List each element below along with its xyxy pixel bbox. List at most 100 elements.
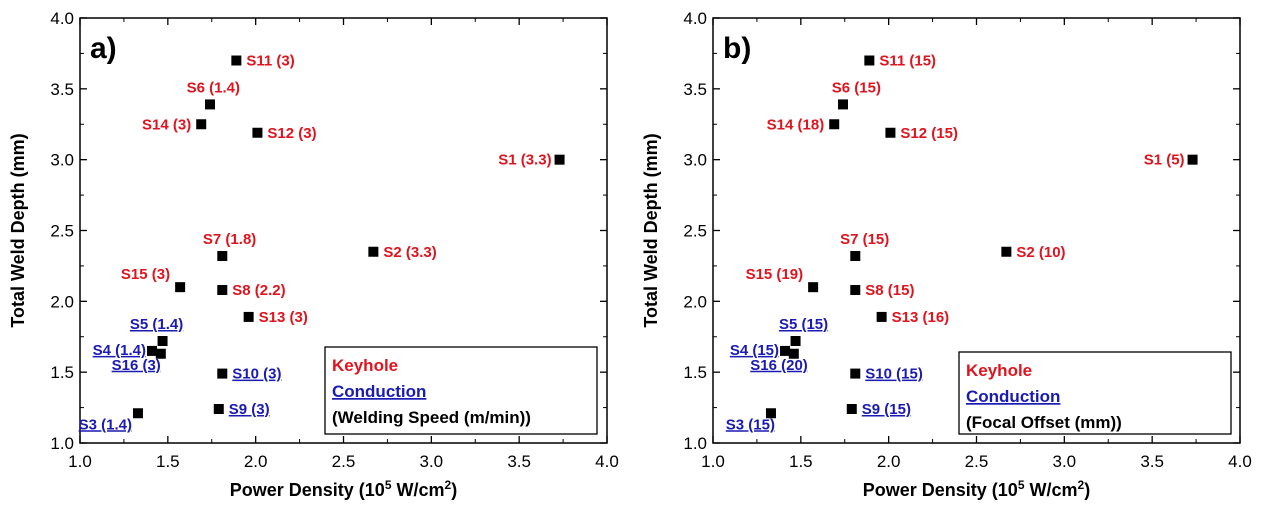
data-point-label: S15 (3) [121, 266, 170, 283]
x-axis-title-part: ) [451, 480, 457, 500]
data-point-marker [850, 251, 861, 261]
legend-conduction: Conduction [332, 382, 426, 401]
data-point-label: S7 (1.8) [203, 231, 256, 248]
data-point-marker [368, 246, 379, 257]
x-tick-label: 2.0 [244, 452, 268, 471]
x-axis-title: Power Density (105 W/cm2) [230, 478, 457, 500]
data-point-label: S5 (1.4) [130, 316, 183, 333]
data-point-label: S8 (15) [865, 282, 914, 299]
data-point-label: S12 (15) [900, 125, 958, 142]
data-point-marker [175, 282, 186, 293]
y-tick-label: 2.0 [683, 292, 707, 311]
data-point-marker [780, 345, 791, 356]
chart-panel-b: 1.0 1.5 2.0 2.5 3.0 3.5 4.0 1.0 1.5 2.0 2.5 3.0 3.5 4… [641, 9, 1252, 500]
x-axis-title-part: W/cm [1025, 480, 1078, 500]
data-point-label: S11 (3) [246, 53, 294, 70]
data-point-label: S6 (1.4) [187, 79, 240, 96]
legend-box [958, 351, 1232, 435]
panel-label: a) [90, 32, 117, 65]
x-tick-label: 1.5 [789, 452, 813, 471]
y-axis-title: Total Weld Depth (mm) [641, 133, 661, 327]
data-point-marker [157, 336, 168, 346]
data-point-marker [876, 311, 887, 322]
data-point-label: S10 (3) [232, 366, 281, 383]
data-point-marker [850, 285, 861, 295]
data-point-label: S13 (3) [259, 309, 308, 326]
data-point-label: S15 (19) [746, 266, 804, 283]
y-tick-label: 3.5 [683, 80, 707, 99]
x-axis-title-part: 5 [385, 478, 392, 492]
data-point-marker [788, 348, 799, 359]
y-tick-label: 2.0 [50, 292, 74, 311]
x-tick-label: 1.0 [701, 452, 725, 471]
data-point-marker [213, 404, 224, 414]
data-point-marker [1001, 246, 1012, 257]
data-point-marker [196, 119, 207, 130]
data-point-marker [554, 154, 565, 165]
data-point-label: S9 (3) [229, 401, 270, 418]
x-axis-title-part: Power Density (10 [863, 480, 1018, 500]
y-tick-label: 2.5 [683, 222, 707, 241]
data-point-label: S16 (20) [750, 357, 808, 374]
legend-keyhole: Keyhole [332, 356, 398, 375]
data-point-marker [846, 404, 857, 414]
data-point-marker [837, 99, 848, 110]
data-point-marker [217, 251, 228, 261]
data-point-label: S6 (15) [832, 79, 881, 96]
x-axis-title-part: 2 [445, 478, 452, 492]
y-tick-label: 1.5 [50, 363, 74, 382]
legend-note: (Focal Offset (mm)) [966, 413, 1122, 432]
data-point-marker [204, 99, 215, 110]
data-point-label: S3 (1.4) [79, 416, 132, 433]
legend-keyhole: Keyhole [966, 361, 1032, 380]
y-tick-label: 1.0 [50, 434, 74, 453]
x-axis-title: Power Density (105 W/cm2) [863, 478, 1090, 500]
data-point-marker [243, 311, 254, 322]
data-point-label: S4 (15) [730, 342, 779, 359]
data-point-marker [808, 282, 819, 293]
x-axis-title-part: Power Density (10 [230, 480, 385, 500]
data-point-label: S12 (3) [267, 125, 316, 142]
x-tick-label: 4.0 [595, 452, 619, 471]
x-axis-title-part: 2 [1078, 478, 1085, 492]
x-tick-label: 1.5 [156, 452, 180, 471]
y-tick-label: 3.0 [50, 151, 74, 170]
panel-label: b) [723, 32, 751, 65]
data-point-marker [790, 336, 801, 346]
y-axis-title: Total Weld Depth (mm) [8, 133, 28, 327]
data-point-marker [885, 127, 896, 138]
data-point-marker [829, 119, 840, 130]
x-axis-title-part: ) [1084, 480, 1090, 500]
x-tick-label: 3.5 [507, 452, 531, 471]
y-tick-label: 4.0 [50, 9, 74, 28]
data-point-label: S14 (18) [767, 116, 825, 133]
x-tick-label: 3.0 [1053, 452, 1077, 471]
x-tick-label: 2.5 [332, 452, 356, 471]
data-point-marker [252, 127, 263, 138]
y-tick-label: 2.5 [50, 222, 74, 241]
legend-note: (Welding Speed (m/min)) [332, 408, 531, 427]
y-tick-label: 1.5 [683, 363, 707, 382]
y-tick-label: 1.0 [683, 434, 707, 453]
data-point-label: S10 (15) [865, 366, 923, 383]
data-point-label: S13 (16) [892, 309, 950, 326]
y-tick-label: 3.5 [50, 80, 74, 99]
legend-box [324, 346, 598, 435]
x-axis-title-part: W/cm [392, 480, 445, 500]
x-axis-title-part: 5 [1018, 478, 1025, 492]
data-point-marker [132, 408, 143, 419]
x-tick-label: 3.5 [1140, 452, 1164, 471]
data-point-label: S8 (2.2) [232, 282, 285, 299]
data-point-label: S16 (3) [112, 357, 161, 374]
data-point-marker [1187, 154, 1198, 165]
legend-conduction: Conduction [966, 387, 1060, 406]
data-point-marker [217, 368, 228, 379]
y-tick-label: 3.0 [683, 151, 707, 170]
data-point-label: S11 (15) [879, 53, 936, 70]
data-point-label: S14 (3) [142, 116, 191, 133]
chart-panel-a: 1.0 1.5 2.0 2.5 3.0 3.5 4.0 1.0 1.5 2.0 2.5 3.0 3.5 4… [8, 9, 619, 500]
data-point-label: S9 (15) [862, 401, 911, 418]
data-point-marker [147, 345, 158, 356]
x-tick-label: 3.0 [420, 452, 444, 471]
